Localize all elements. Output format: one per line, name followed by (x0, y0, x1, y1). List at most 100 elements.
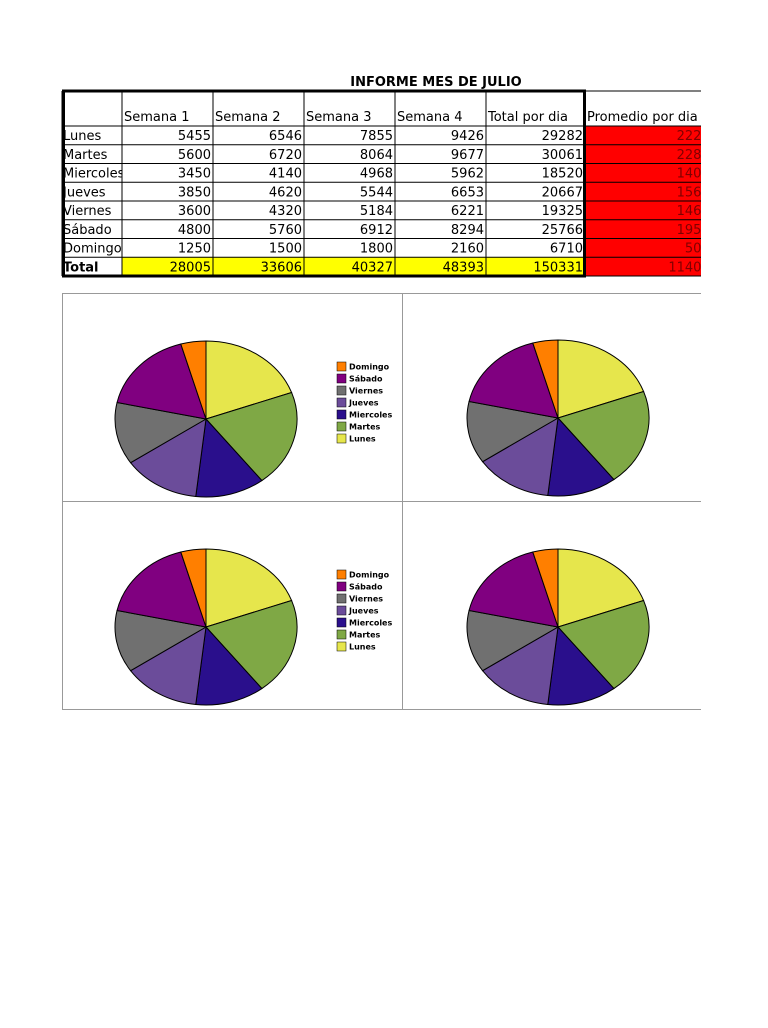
total-label: Total (63, 260, 99, 275)
cell-value: 5184 (360, 204, 393, 219)
cell-value: 5090 (685, 242, 718, 257)
cell-value: 114036 (668, 260, 718, 275)
row-label: Viernes (63, 204, 112, 219)
cell-value: 25766 (542, 223, 583, 238)
pie-slice (129, 418, 207, 498)
legend-label: Domingo (349, 571, 390, 580)
total-cell-bg (122, 257, 213, 276)
pie-slice (195, 625, 263, 706)
pie-slice (114, 401, 208, 464)
cell-value: 6720 (269, 148, 302, 163)
table-outline (62, 89, 586, 278)
legend-swatch (336, 605, 347, 616)
legend-swatch (336, 361, 347, 372)
pie-slice (114, 609, 208, 672)
legend-swatch (336, 629, 347, 640)
cell-value: 28005 (170, 260, 211, 275)
total-cell-bg (213, 257, 304, 276)
total-cell-bg (486, 257, 585, 276)
pie-slice (547, 625, 615, 706)
pie-slice (532, 339, 559, 419)
row-label: Martes (63, 148, 108, 163)
legend-swatch (336, 569, 347, 580)
cell-value: 40327 (352, 260, 393, 275)
cell-value: 6221 (451, 204, 484, 219)
pie-slice (180, 340, 207, 420)
cell-value: 3850 (178, 185, 211, 200)
pie-slice (468, 342, 559, 419)
cell-value: 6653 (451, 185, 484, 200)
pie-slice (116, 343, 207, 420)
legend-label: Sábado (349, 375, 383, 384)
cell-value: 48393 (443, 260, 484, 275)
cell-value: 3600 (178, 204, 211, 219)
legend-swatch (336, 617, 347, 628)
pie-slice (468, 551, 559, 628)
pie-slice (116, 551, 207, 628)
cell-value: 33606 (261, 260, 302, 275)
legend-label: Martes (349, 631, 381, 640)
pie-slice (180, 548, 207, 628)
column-header: Semana 4 (397, 110, 463, 125)
column-header: Semana 1 (124, 110, 190, 125)
cell-value: 4800 (178, 223, 211, 238)
legend-label: Lunes (349, 435, 376, 444)
legend-label: Jueves (348, 399, 379, 408)
pie-slice (129, 626, 207, 706)
cell-value: 1500 (269, 242, 302, 257)
cell-value: 20667 (542, 185, 583, 200)
row-label: Sábado (63, 223, 112, 238)
pie-slice (557, 599, 650, 690)
pie-slice (481, 626, 559, 706)
pie-slice (466, 609, 560, 672)
cell-value: 5962 (451, 167, 484, 182)
cell-value: 9426 (451, 129, 484, 144)
pie-slice (557, 390, 650, 481)
cell-value: 3450 (178, 167, 211, 182)
legend-swatch (336, 641, 347, 652)
cell-value: 1800 (360, 242, 393, 257)
legend-swatch (336, 373, 347, 384)
pie-slice (532, 548, 559, 628)
legend-label: Viernes (349, 595, 383, 604)
cell-value: 4968 (360, 167, 393, 182)
charts: Domingo Sábado Viernes Jueves Miercoles Marte… (62, 293, 701, 710)
cell-value: 22803 (677, 148, 718, 163)
legend-label: Domingo (349, 363, 390, 372)
cell-value: 6546 (269, 129, 302, 144)
pie-slice (481, 417, 559, 497)
column-header: Total por dia (487, 110, 568, 125)
cell-value: 6710 (550, 242, 583, 257)
pie-slice (205, 548, 293, 628)
cell-value: 19325 (542, 204, 583, 219)
legend-label: Martes (349, 423, 381, 432)
legend-swatch (336, 385, 347, 396)
cell-value: 8064 (360, 148, 393, 163)
total-cell-bg (395, 257, 486, 276)
cell-value: 150331 (533, 260, 583, 275)
total-cell-bg (304, 257, 395, 276)
cell-value: 22213 (677, 129, 718, 144)
legend-label: Sábado (349, 583, 383, 592)
cell-value: 15677 (677, 185, 718, 200)
cell-value: 6912 (360, 223, 393, 238)
legend-swatch (336, 421, 347, 432)
legend-label: Jueves (348, 607, 379, 616)
legend-swatch (336, 593, 347, 604)
cell-value: 9677 (451, 148, 484, 163)
cell-value: 30061 (542, 148, 583, 163)
pie-slice (195, 417, 263, 498)
cell-value: 4320 (269, 204, 302, 219)
cell-value: 7855 (360, 129, 393, 144)
cell-value: 4620 (269, 185, 302, 200)
pie-slice (205, 599, 298, 690)
pie-slice (466, 400, 560, 463)
cell-value: 5760 (269, 223, 302, 238)
cell-value: 5455 (178, 129, 211, 144)
row-label: Miercoles (63, 167, 125, 182)
legend-swatch (336, 581, 347, 592)
cell-value: 5600 (178, 148, 211, 163)
cell-value: 4140 (269, 167, 302, 182)
legend-label: Lunes (349, 643, 376, 652)
